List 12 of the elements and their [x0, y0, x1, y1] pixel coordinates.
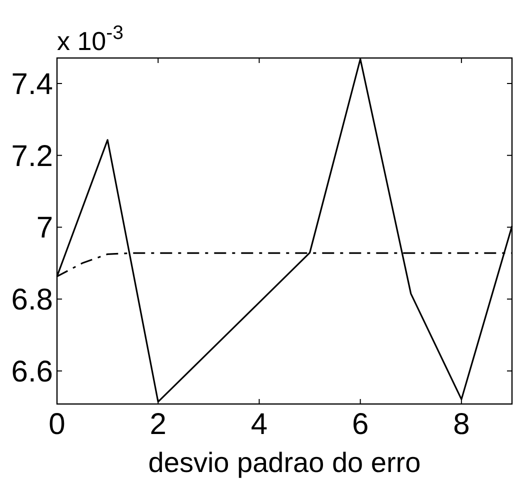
text: x 10$^{-3}$: [57, 22, 124, 56]
x-axis-title: desvio padrao do erro: [148, 447, 421, 478]
x-tick-label: 8: [453, 408, 470, 441]
x-tick-label: 2: [150, 408, 166, 441]
x-tick-label: 6: [352, 408, 369, 441]
x-tick-label: 0: [48, 408, 66, 441]
y-tick-label: 7: [36, 212, 53, 245]
y-tick-label: 7.2: [11, 140, 53, 173]
y-tick-label: 6.6: [11, 355, 53, 388]
y-tick-label: 7.4: [11, 68, 53, 102]
x-tick-label: 4: [250, 408, 268, 441]
y-tick-label: 6.8: [11, 284, 53, 317]
